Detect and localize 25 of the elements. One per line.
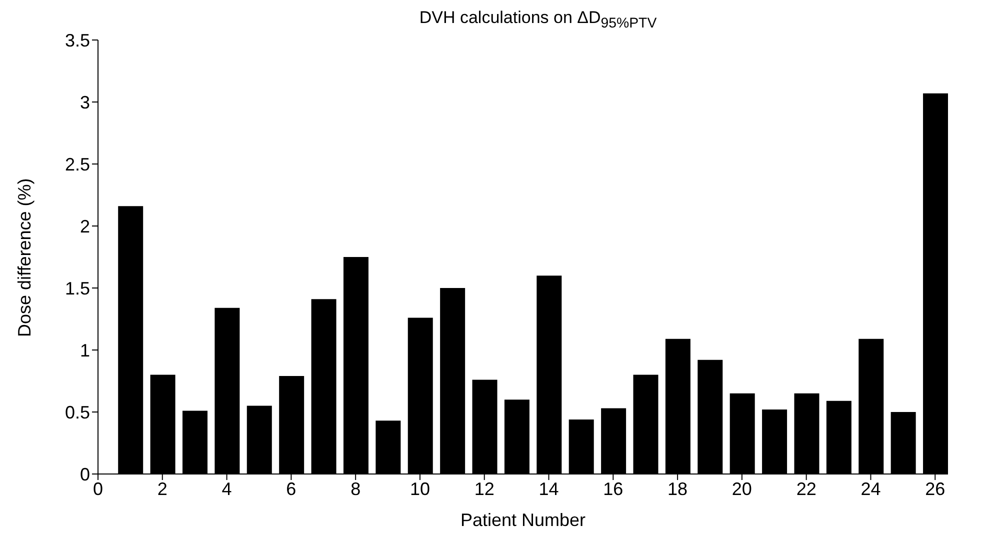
x-tick-label: 12 <box>474 478 494 499</box>
x-tick-label: 22 <box>796 478 816 499</box>
x-tick-label: 20 <box>732 478 752 499</box>
chart-title: DVH calculations on ΔD$_{95%PTV}$ <box>419 8 657 32</box>
x-tick-label: 18 <box>668 478 688 499</box>
y-tick-label: 1 <box>80 340 90 360</box>
y-tick-label: 0 <box>80 464 90 484</box>
y-tick-label: 2 <box>80 216 90 236</box>
y-axis-title: Dose difference (%) <box>14 178 34 337</box>
x-axis-title: Patient Number <box>460 510 586 530</box>
x-tick-label: 4 <box>222 478 232 499</box>
x-tick-label: 8 <box>350 478 361 499</box>
y-tick-label: 1.5 <box>64 278 90 298</box>
y-tick-label: 2.5 <box>64 154 90 174</box>
x-tick-label: 10 <box>410 478 430 499</box>
x-tick-label: 26 <box>925 478 946 499</box>
y-tick-label: 3.5 <box>64 30 90 50</box>
x-tick-label: 24 <box>860 478 881 499</box>
x-tick-label: 2 <box>157 478 168 499</box>
x-tick-label: 14 <box>538 478 559 499</box>
x-tick-label: 0 <box>92 478 104 499</box>
x-tick-label: 6 <box>286 478 296 499</box>
x-tick-label: 16 <box>603 478 624 499</box>
y-tick-label: 3 <box>80 92 90 112</box>
y-tick-label: 0.5 <box>64 402 90 422</box>
